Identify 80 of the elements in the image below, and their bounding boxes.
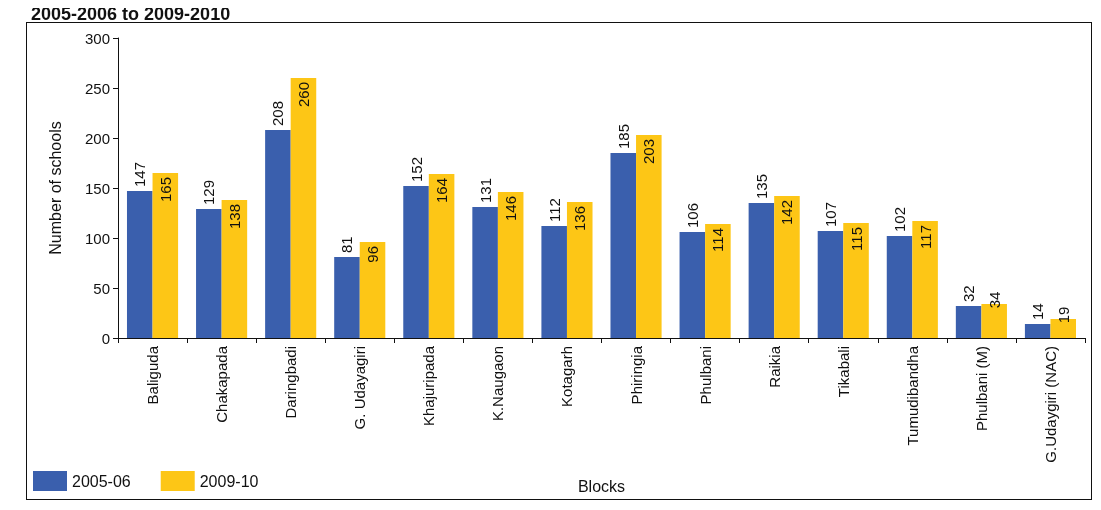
data-label: 146 — [502, 196, 520, 222]
bar — [774, 196, 800, 338]
bar — [403, 186, 429, 338]
x-tick-label: Phiringia — [627, 345, 645, 405]
data-label: 260 — [294, 82, 312, 108]
bar — [705, 224, 731, 338]
x-tick-label: Phulbani — [696, 346, 714, 405]
y-tick-label: 150 — [84, 179, 110, 197]
data-label: 107 — [821, 201, 839, 227]
x-tick-label: G. Udayagiri — [351, 346, 369, 430]
x-tick-label: Baliguda — [144, 345, 162, 405]
data-label: 147 — [131, 161, 149, 187]
bar — [359, 242, 386, 338]
y-tick-label: 250 — [84, 79, 110, 97]
y-tick-label: 100 — [84, 229, 110, 247]
bar — [748, 203, 775, 338]
bar — [265, 130, 291, 338]
y-axis-title: Number of schools — [46, 121, 64, 255]
data-label: 19 — [1054, 306, 1072, 324]
bar — [886, 236, 913, 338]
data-label: 208 — [269, 100, 287, 126]
data-label: 152 — [407, 156, 425, 182]
data-label: 112 — [545, 198, 563, 222]
x-tick-label: Daringbadi — [282, 346, 300, 419]
data-label: 96 — [364, 246, 382, 263]
data-label: 115 — [847, 227, 865, 251]
x-tick-label: G.Udaygiri (NAC) — [1041, 346, 1059, 463]
data-label: 135 — [752, 173, 770, 199]
data-label: 165 — [156, 177, 174, 203]
data-label: 34 — [985, 291, 1003, 309]
x-tick-label: Tikabali — [834, 346, 852, 398]
data-label: 185 — [614, 123, 632, 149]
y-tick-label: 50 — [93, 279, 110, 297]
x-tick-label: Tumudibandha — [903, 345, 921, 446]
bar — [566, 202, 593, 338]
bar — [428, 174, 455, 338]
bar — [497, 192, 524, 338]
chart-title: 2005-2006 to 2009-2010 — [31, 4, 231, 24]
data-label: 131 — [476, 177, 494, 203]
bar — [126, 191, 153, 338]
x-tick-label: Chakapada — [213, 345, 231, 423]
bar — [541, 226, 567, 338]
y-tick-label: 200 — [84, 129, 110, 147]
bar — [636, 135, 662, 338]
data-label: 164 — [433, 178, 451, 204]
x-tick-label: Kotagarh — [558, 346, 576, 407]
bar — [290, 78, 317, 338]
data-label: 136 — [571, 206, 589, 232]
bar — [912, 221, 938, 338]
bar — [679, 232, 706, 338]
data-label: 81 — [338, 236, 356, 253]
bar — [221, 200, 248, 338]
bar — [843, 223, 869, 338]
legend-label: 2009-10 — [199, 472, 259, 490]
x-tick-label: Phulbani (M) — [972, 346, 990, 432]
x-axis-title: Blocks — [577, 477, 626, 495]
bar — [196, 209, 222, 338]
data-label: 138 — [225, 204, 243, 230]
data-label: 129 — [200, 179, 218, 205]
x-tick-label: Raikia — [765, 345, 783, 388]
data-label: 102 — [891, 206, 909, 232]
data-label: 117 — [916, 225, 934, 249]
bar — [610, 153, 637, 338]
bar — [817, 231, 844, 338]
x-tick-label: K.Naugaon — [489, 346, 507, 422]
y-tick-label: 0 — [101, 329, 110, 347]
data-label: 203 — [640, 139, 658, 165]
data-label: 106 — [683, 202, 701, 228]
bar — [334, 257, 360, 338]
bar — [1024, 324, 1051, 338]
legend-label: 2005-06 — [72, 472, 131, 490]
bar — [152, 173, 179, 338]
x-tick-label: Khajuripada — [420, 345, 438, 427]
bar — [472, 207, 498, 338]
data-label: 32 — [960, 285, 978, 302]
data-label: 142 — [778, 200, 796, 226]
bar — [955, 306, 982, 338]
data-label: 114 — [709, 228, 727, 252]
y-tick-label: 300 — [84, 29, 110, 47]
data-label: 14 — [1029, 303, 1047, 320]
